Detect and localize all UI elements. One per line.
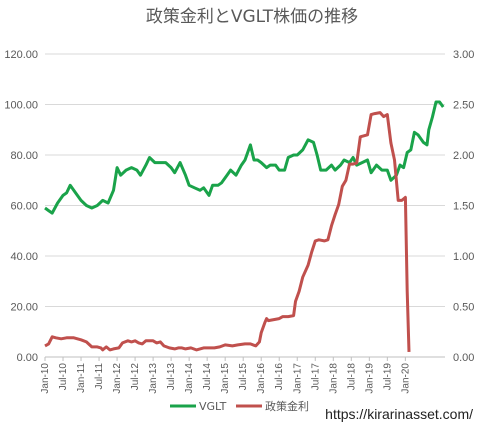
x-tick-label: Jul-11 xyxy=(94,363,105,390)
y-axis-left: 0.00 20.00 40.00 60.00 80.00 100.00 120.00 xyxy=(4,49,38,364)
x-tick-label: Jul-18 xyxy=(346,363,357,391)
y-left-tick-label: 100.00 xyxy=(4,100,38,112)
series-line-policy-rate xyxy=(44,111,411,352)
x-tick-label: Jul-19 xyxy=(382,363,393,391)
y-axis-right: 0.00 0.50 1.00 1.50 2.00 2.50 3.00 xyxy=(453,49,474,364)
x-tick-label: Jan-19 xyxy=(364,363,375,394)
x-tick-label: Jan-16 xyxy=(256,363,267,394)
y-left-tick-label: 120.00 xyxy=(4,49,38,61)
y-left-tick-label: 20.00 xyxy=(10,302,38,314)
x-tick-label: Jan-14 xyxy=(184,363,195,394)
x-tick-label: Jan-12 xyxy=(112,363,123,394)
chart-title: 政策金利とVGLT株価の推移 xyxy=(146,7,358,27)
x-tick-label: Jan-18 xyxy=(328,363,339,394)
legend-label-vglt: VGLT xyxy=(199,400,227,413)
y-right-tick-label: 0.00 xyxy=(453,352,474,364)
x-tick-label: Jul-16 xyxy=(274,363,285,391)
y-left-tick-label: 40.00 xyxy=(10,251,38,263)
x-tick-label: Jul-15 xyxy=(238,363,249,391)
x-tick-label: Jul-14 xyxy=(202,363,213,391)
x-tick-label: Jul-13 xyxy=(166,363,177,391)
legend-label-policy-rate: 政策金利 xyxy=(265,399,309,413)
x-tick-label: Jan-13 xyxy=(148,363,159,394)
series-line-vglt xyxy=(44,100,445,215)
y-right-tick-label: 2.50 xyxy=(453,100,474,112)
x-axis: Jan-10 Jul-10 Jan-11 Jul-11 Jan-12 Jul-12 Jan-… xyxy=(40,356,445,394)
x-tick-label: Jan-15 xyxy=(220,363,231,394)
gridlines xyxy=(45,53,445,358)
watermark-url: https://kirarinasset.com/ xyxy=(325,406,473,422)
y-right-tick-label: 0.50 xyxy=(453,302,474,314)
x-tick-label: Jan-10 xyxy=(40,363,51,394)
y-right-tick-label: 2.00 xyxy=(453,150,474,162)
y-right-tick-label: 1.00 xyxy=(453,251,474,263)
y-right-tick-label: 1.50 xyxy=(453,201,474,213)
series-lines xyxy=(44,100,445,352)
x-tick-label: Jan-11 xyxy=(76,363,87,393)
x-tick-label: Jul-12 xyxy=(130,363,141,391)
x-tick-label: Jan-17 xyxy=(292,363,303,394)
y-left-tick-label: 80.00 xyxy=(10,150,38,162)
x-tick-label: Jul-10 xyxy=(58,363,69,391)
y-right-tick-label: 3.00 xyxy=(453,49,474,61)
y-left-tick-label: 60.00 xyxy=(10,201,38,213)
y-left-tick-label: 0.00 xyxy=(17,352,38,364)
x-tick-label: Jan-20 xyxy=(400,363,411,394)
legend: VGLT 政策金利 xyxy=(170,399,309,413)
x-tick-label: Jul-17 xyxy=(310,363,321,391)
